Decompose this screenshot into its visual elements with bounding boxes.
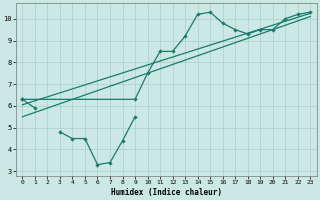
X-axis label: Humidex (Indice chaleur): Humidex (Indice chaleur): [111, 188, 222, 197]
